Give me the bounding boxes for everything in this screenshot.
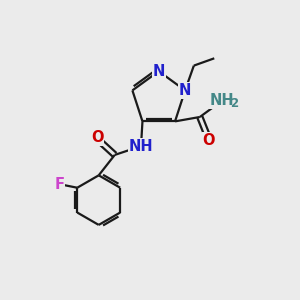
- Text: F: F: [55, 177, 65, 192]
- Text: N: N: [153, 64, 165, 79]
- Text: N: N: [179, 83, 191, 98]
- Text: 2: 2: [230, 98, 238, 110]
- Text: NH: NH: [209, 94, 234, 109]
- Text: NH: NH: [129, 139, 153, 154]
- Text: O: O: [202, 133, 215, 148]
- Text: O: O: [91, 130, 103, 145]
